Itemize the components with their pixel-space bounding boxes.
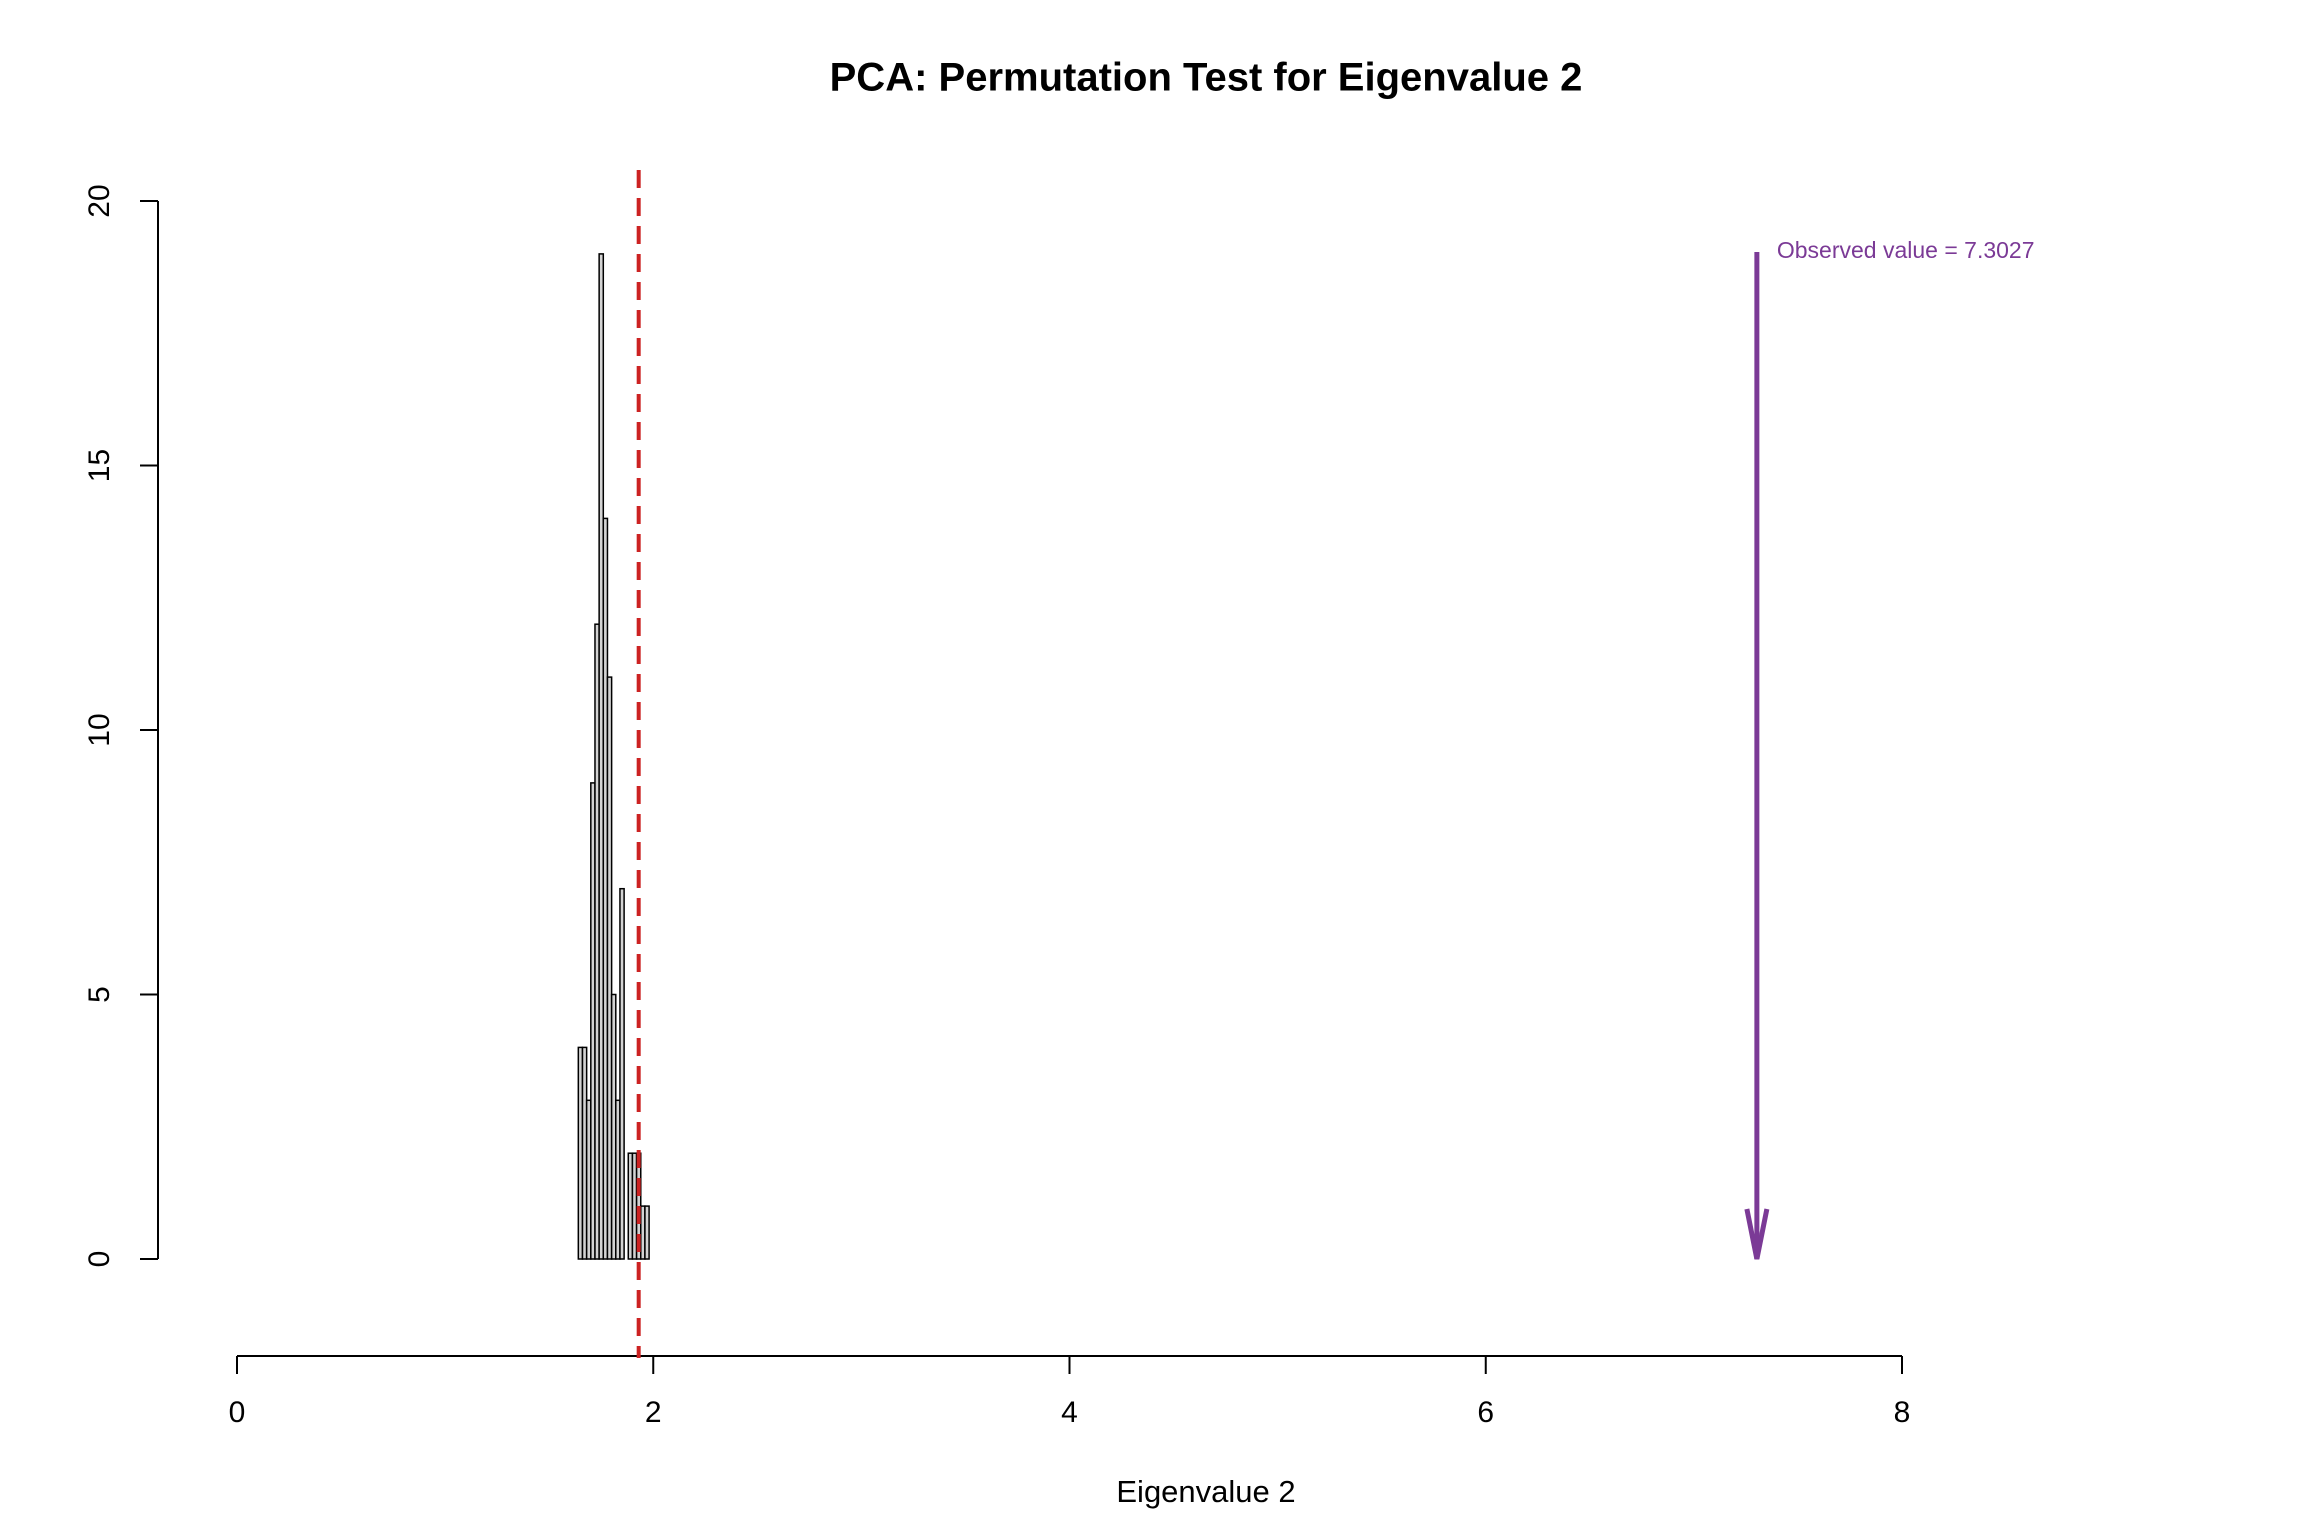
bar bbox=[619, 887, 625, 1260]
x-tick-label: 8 bbox=[1894, 1396, 1911, 1429]
x-axis-label: Eigenvalue 2 bbox=[1116, 1474, 1295, 1509]
y-tick-label: 5 bbox=[83, 986, 116, 1003]
x-tick-label: 6 bbox=[1477, 1396, 1494, 1429]
chart-title: PCA: Permutation Test for Eigenvalue 2 bbox=[830, 56, 1583, 100]
bar bbox=[606, 676, 613, 1260]
y-tick-label: 20 bbox=[83, 184, 116, 217]
arrow-head bbox=[1744, 1208, 1770, 1260]
x-tick-label: 4 bbox=[1061, 1396, 1078, 1429]
y-tick-label: 10 bbox=[83, 713, 116, 746]
y-tick-label: 15 bbox=[83, 449, 116, 482]
x-tick-label: 2 bbox=[645, 1396, 662, 1429]
annotation: Observed value = 7.3027 bbox=[1777, 237, 2035, 263]
bar bbox=[644, 1205, 650, 1260]
y-tick-label: 0 bbox=[83, 1251, 116, 1268]
x-tick-label: 0 bbox=[229, 1396, 246, 1429]
